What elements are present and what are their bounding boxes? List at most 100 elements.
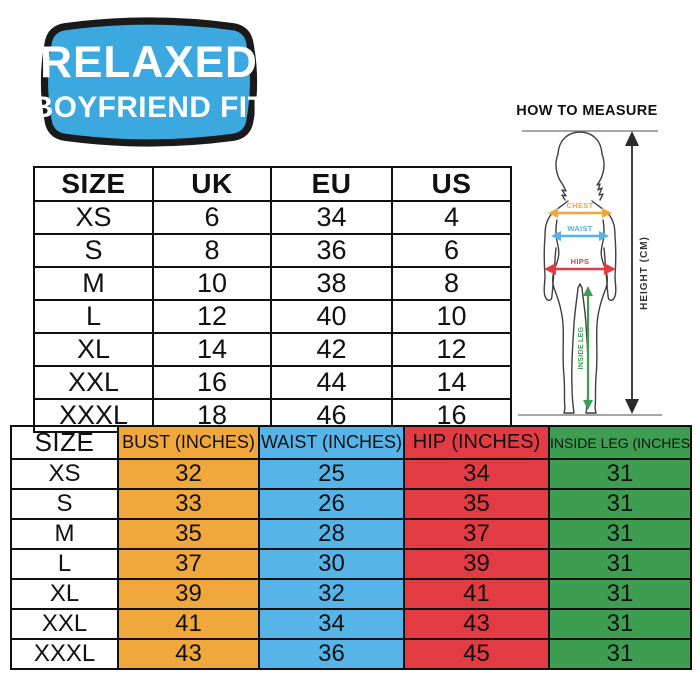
cell-waist: 32 — [258, 578, 405, 610]
table-row: M 35 28 37 31 — [10, 518, 692, 550]
table-header-row: SIZE UK EU US — [33, 166, 512, 202]
col-header-size: SIZE — [10, 425, 119, 460]
height-label: HEIGHT (CM) — [639, 236, 650, 310]
cell-hip: 45 — [403, 638, 550, 670]
cell-eu: 42 — [270, 332, 393, 367]
chest-label: CHEST — [567, 201, 594, 210]
brand-badge: RELAXED BOYFRIEND FIT — [32, 17, 267, 147]
cell-us: 14 — [391, 365, 512, 400]
cell-waist: 36 — [258, 638, 405, 670]
table-row: XL 39 32 41 31 — [10, 578, 692, 610]
cell-inside-leg: 31 — [548, 638, 692, 670]
col-header-inside-leg: INSIDE LEG (INCHES) — [548, 425, 692, 460]
cell-size: XS — [10, 458, 119, 490]
cell-bust: 43 — [117, 638, 260, 670]
badge-line1: RELAXED — [40, 38, 258, 87]
cell-hip: 39 — [403, 548, 550, 580]
cell-bust: 39 — [117, 578, 260, 610]
table-row: S 8 36 6 — [33, 233, 512, 268]
inside-leg-label: INSIDE LEG — [578, 326, 585, 369]
cell-us: 10 — [391, 299, 512, 334]
cell-uk: 14 — [152, 332, 272, 367]
table-row: L 12 40 10 — [33, 299, 512, 334]
cell-size: S — [33, 233, 154, 268]
cell-hip: 35 — [403, 488, 550, 520]
cell-waist: 34 — [258, 608, 405, 640]
size-conversion-table: SIZE UK EU US XS 6 34 4 S 8 36 6 M 10 38… — [33, 166, 512, 433]
cell-size: M — [10, 518, 119, 550]
cell-size: XL — [33, 332, 154, 367]
cell-waist: 26 — [258, 488, 405, 520]
cell-inside-leg: 31 — [548, 488, 692, 520]
cell-size: XS — [33, 200, 154, 235]
cell-uk: 12 — [152, 299, 272, 334]
col-header-uk: UK — [152, 166, 272, 202]
cell-size: XXXL — [10, 638, 119, 670]
cell-eu: 40 — [270, 299, 393, 334]
cell-uk: 6 — [152, 200, 272, 235]
measure-diagram: CHEST WAIST HIPS INSIDE LEG — [518, 130, 662, 416]
badge-plaque-shape — [40, 17, 258, 147]
cell-waist: 28 — [258, 518, 405, 550]
cell-uk: 16 — [152, 365, 272, 400]
measure-diagram-title: HOW TO MEASURE — [516, 103, 658, 119]
height-measure-arrow: HEIGHT (CM) — [625, 131, 650, 414]
cell-us: 6 — [391, 233, 512, 268]
col-header-waist: WAIST (INCHES) — [258, 425, 405, 460]
cell-bust: 37 — [117, 548, 260, 580]
cell-us: 8 — [391, 266, 512, 301]
hips-measure-arrow: HIPS — [544, 257, 616, 275]
cell-hip: 34 — [403, 458, 550, 490]
waist-label: WAIST — [567, 224, 592, 233]
cell-eu: 38 — [270, 266, 393, 301]
table-row: XS 6 34 4 — [33, 200, 512, 235]
table-row: XXL 41 34 43 31 — [10, 608, 692, 640]
table-row: M 10 38 8 — [33, 266, 512, 301]
table-header-row: SIZE BUST (INCHES) WAIST (INCHES) HIP (I… — [10, 425, 692, 460]
waist-measure-arrow: WAIST — [551, 224, 609, 241]
table-row: XS 32 25 34 31 — [10, 458, 692, 490]
cell-size: L — [33, 299, 154, 334]
badge-line2: BOYFRIEND FIT — [32, 91, 267, 124]
cell-eu: 36 — [270, 233, 393, 268]
cell-hip: 43 — [403, 608, 550, 640]
cell-inside-leg: 31 — [548, 518, 692, 550]
cell-hip: 41 — [403, 578, 550, 610]
cell-eu: 34 — [270, 200, 393, 235]
table-row: XL 14 42 12 — [33, 332, 512, 367]
cell-bust: 33 — [117, 488, 260, 520]
col-header-bust: BUST (INCHES) — [117, 425, 260, 460]
cell-us: 4 — [391, 200, 512, 235]
cell-inside-leg: 31 — [548, 458, 692, 490]
cell-bust: 35 — [117, 518, 260, 550]
cell-bust: 32 — [117, 458, 260, 490]
table-row: XXL 16 44 14 — [33, 365, 512, 400]
cell-inside-leg: 31 — [548, 548, 692, 580]
table-row: L 37 30 39 31 — [10, 548, 692, 580]
chest-measure-arrow: CHEST — [548, 201, 612, 218]
cell-size: M — [33, 266, 154, 301]
col-header-us: US — [391, 166, 512, 202]
cell-waist: 30 — [258, 548, 405, 580]
cell-bust: 41 — [117, 608, 260, 640]
inside-leg-measure-arrow: INSIDE LEG — [578, 286, 593, 410]
col-header-eu: EU — [270, 166, 393, 202]
cell-eu: 44 — [270, 365, 393, 400]
cell-waist: 25 — [258, 458, 405, 490]
cell-inside-leg: 31 — [548, 578, 692, 610]
cell-size: XXL — [10, 608, 119, 640]
cell-uk: 10 — [152, 266, 272, 301]
cell-size: S — [10, 488, 119, 520]
cell-size: L — [10, 548, 119, 580]
body-measurements-table: SIZE BUST (INCHES) WAIST (INCHES) HIP (I… — [10, 425, 692, 670]
table-row: S 33 26 35 31 — [10, 488, 692, 520]
cell-us: 12 — [391, 332, 512, 367]
cell-hip: 37 — [403, 518, 550, 550]
cell-inside-leg: 31 — [548, 608, 692, 640]
table-row: XXXL 43 36 45 31 — [10, 638, 692, 670]
cell-uk: 8 — [152, 233, 272, 268]
hips-label: HIPS — [571, 257, 590, 266]
col-header-hip: HIP (INCHES) — [403, 425, 550, 460]
cell-size: XL — [10, 578, 119, 610]
